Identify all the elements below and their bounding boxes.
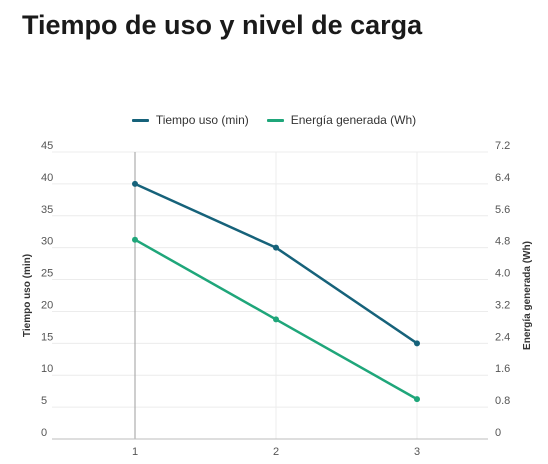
x-tick-label: 3 [414, 446, 420, 458]
data-point-energia[interactable] [414, 396, 420, 403]
y-tick-left: 20 [41, 299, 53, 311]
y-tick-right: 6.4 [495, 172, 510, 184]
series-lines [132, 180, 420, 403]
chart-legend: Tiempo uso (min) Energía generada (Wh) [0, 113, 548, 127]
legend-item-tiempo[interactable]: Tiempo uso (min) [131, 113, 249, 127]
x-tick-label: 2 [273, 446, 279, 458]
y-tick-left: 30 [41, 236, 53, 248]
y-tick-left: 0 [41, 427, 47, 439]
y-tick-left: 25 [41, 268, 53, 280]
data-point-energia[interactable] [132, 236, 138, 243]
legend-item-energia[interactable]: Energía generada (Wh) [266, 113, 417, 127]
tick-labels: 0 0 5 0.8 10 1.6 15 2.4 20 3.2 25 4.0 30 4.8 35 5.6 40 6.… [41, 140, 510, 458]
y-tick-right: 2.4 [495, 331, 510, 343]
legend-label-tiempo: Tiempo uso (min) [155, 113, 249, 127]
y-axis-label-left: Tiempo uso (min) [22, 254, 33, 337]
y-tick-right: 0.8 [495, 395, 510, 407]
y-tick-right: 4.8 [495, 236, 510, 248]
x-tick-label: 1 [132, 446, 138, 458]
y-tick-left: 45 [41, 140, 53, 152]
y-tick-right: 4.0 [495, 268, 510, 280]
y-tick-right: 3.2 [495, 299, 510, 311]
y-tick-left: 10 [41, 363, 53, 375]
data-point-tiempo[interactable] [132, 180, 138, 187]
y-tick-left: 35 [41, 204, 53, 216]
y-tick-right: 0 [495, 427, 501, 439]
chart-title: Tiempo de uso y nivel de carga [22, 10, 423, 40]
grid-lines [52, 151, 488, 440]
legend-swatch-tiempo [131, 118, 149, 122]
y-tick-right: 1.6 [495, 363, 510, 375]
y-axis-label-right: Energía generada (Wh) [522, 241, 533, 350]
legend-swatch-energia [266, 118, 284, 122]
data-point-tiempo[interactable] [414, 340, 420, 347]
data-point-tiempo[interactable] [273, 244, 279, 251]
y-tick-right: 5.6 [495, 204, 510, 216]
y-tick-right: 7.2 [495, 140, 510, 152]
y-tick-left: 15 [41, 331, 53, 343]
y-tick-left: 5 [41, 395, 47, 407]
y-tick-left: 40 [41, 172, 53, 184]
legend-label-energia: Energía generada (Wh) [290, 113, 417, 127]
data-point-energia[interactable] [273, 316, 279, 323]
